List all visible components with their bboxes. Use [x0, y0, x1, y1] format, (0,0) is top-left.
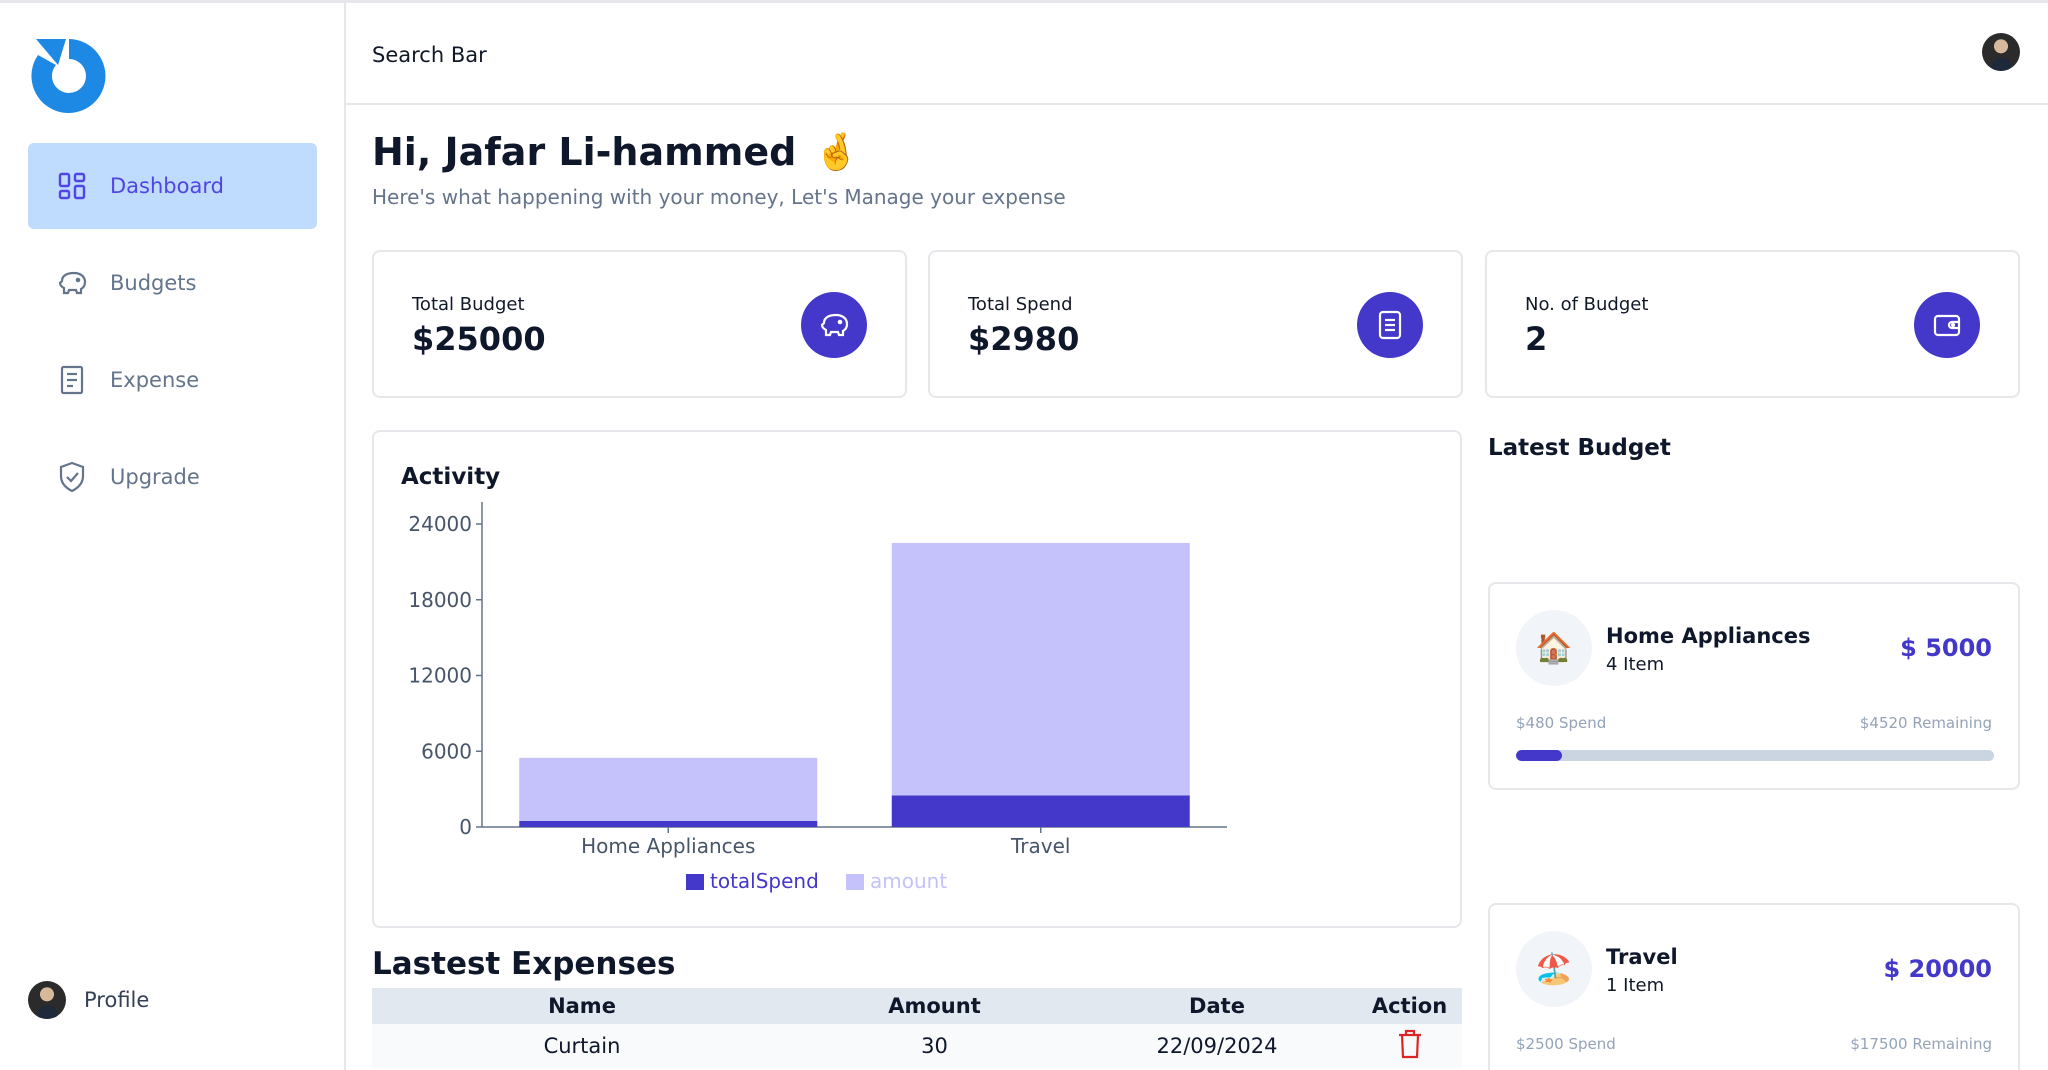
sidebar-item-label: Expense: [110, 368, 200, 392]
page-subtitle: Here's what happening with your money, L…: [372, 185, 1066, 209]
y-tick-label: 6000: [421, 739, 472, 763]
delete-button[interactable]: [1357, 1029, 1462, 1064]
column-header: Date: [1189, 994, 1245, 1018]
x-tick-label: Home Appliances: [581, 834, 755, 858]
activity-title: Activity: [401, 464, 501, 490]
budget-spend: $480 Spend: [1516, 714, 1607, 732]
column-header: Name: [548, 994, 616, 1018]
budget-item-count: 4 Item: [1606, 654, 1665, 675]
piggy-bank-icon: [56, 267, 88, 299]
user-avatar[interactable]: [1982, 33, 2020, 71]
activity-bar-chart: 0 6000 12000 18000 24000 Home Appliances Trave…: [408, 502, 1227, 893]
legend-swatch: [846, 874, 864, 890]
budget-amount: $ 5000: [1900, 634, 1992, 662]
budget-card-travel[interactable]: 🏖️ Travel 1 Item $ 20000 $2500 Spend $17…: [1488, 903, 2020, 1070]
beach-umbrella-emoji: 🏖️: [1516, 931, 1592, 1007]
receipt-icon: [1357, 292, 1423, 358]
bar-amount: [891, 542, 1190, 796]
progress-fill: [1516, 750, 1562, 761]
legend-swatch: [686, 874, 704, 890]
budget-spend: $2500 Spend: [1516, 1035, 1616, 1053]
y-tick-label: 12000: [408, 664, 472, 688]
stat-value: $25000: [412, 320, 546, 358]
stat-value: 2: [1525, 320, 1548, 358]
sidebar-item-dashboard[interactable]: Dashboard: [28, 143, 317, 229]
sidebar-item-label: Upgrade: [110, 465, 200, 489]
dashboard-grid-icon: [56, 170, 88, 202]
bar-totalSpend: [891, 795, 1190, 827]
sidebar: Dashboard Budgets Expense Upgrade: [0, 0, 346, 1070]
crossed-fingers-emoji: 🤞: [814, 132, 860, 173]
budget-card-home-appliances[interactable]: 🏠 Home Appliances 4 Item $ 5000 $480 Spe…: [1488, 582, 2020, 790]
trash-icon: [1398, 1029, 1421, 1058]
avatar: [28, 981, 66, 1019]
legend-label: amount: [870, 869, 947, 893]
sidebar-item-label: Dashboard: [110, 174, 224, 198]
bar-amount: [519, 757, 818, 821]
shield-check-icon: [56, 461, 88, 493]
budget-remaining: $4520 Remaining: [1859, 714, 1992, 732]
receipt-icon: [56, 364, 88, 396]
budget-name: Home Appliances: [1606, 624, 1811, 648]
x-tick-label: Travel: [1010, 834, 1070, 858]
y-tick-label: 24000: [408, 512, 472, 536]
search-bar[interactable]: Search Bar: [372, 43, 487, 67]
y-tick-label: 0: [459, 815, 472, 839]
stat-label: No. of Budget: [1525, 294, 1649, 315]
sidebar-item-upgrade[interactable]: Upgrade: [28, 434, 317, 520]
activity-chart-card: Activity 0 6000 12000 18000 24000 Home Applia…: [372, 430, 1462, 928]
top-header: Search Bar: [346, 0, 2048, 105]
stat-label: Total Budget: [412, 294, 525, 315]
wallet-icon: [1914, 292, 1980, 358]
piggy-bank-icon: [801, 292, 867, 358]
app-logo[interactable]: [28, 35, 110, 117]
column-header: Amount: [888, 994, 981, 1018]
expense-name: Curtain: [543, 1034, 621, 1058]
y-tick-label: 18000: [408, 588, 472, 612]
budget-progress-bar: [1516, 750, 1994, 761]
expense-amount: 30: [921, 1034, 948, 1058]
greeting-text: Hi, Jafar Li-hammed: [372, 130, 797, 174]
house-emoji: 🏠: [1516, 610, 1592, 686]
table-header-row: Name Amount Date Action: [372, 988, 1462, 1024]
table-row: Curtain 30 22/09/2024: [372, 1024, 1462, 1068]
page-title: Hi, Jafar Li-hammed 🤞: [372, 130, 859, 174]
stat-card-total-budget: Total Budget $25000: [372, 250, 907, 398]
sidebar-item-expense[interactable]: Expense: [28, 337, 317, 423]
profile-link[interactable]: Profile: [28, 981, 149, 1019]
stat-card-total-spend: Total Spend $2980: [928, 250, 1463, 398]
profile-label: Profile: [84, 988, 150, 1012]
expense-date: 22/09/2024: [1156, 1034, 1278, 1058]
bar-totalSpend: [519, 820, 818, 827]
budget-remaining: $17500 Remaining: [1850, 1035, 1992, 1053]
budget-name: Travel: [1606, 945, 1678, 969]
sidebar-item-label: Budgets: [110, 271, 197, 295]
expenses-table: Name Amount Date Action Curtain 30 22/09…: [372, 988, 1462, 1068]
stat-label: Total Spend: [968, 294, 1073, 315]
budget-item-count: 1 Item: [1606, 975, 1665, 996]
latest-budget-title: Latest Budget: [1488, 435, 1671, 461]
stat-value: $2980: [968, 320, 1080, 358]
budget-amount: $ 20000: [1883, 955, 1992, 983]
column-header: Action: [1371, 994, 1448, 1018]
latest-expenses-title: Lastest Expenses: [372, 946, 676, 982]
legend-label: totalSpend: [710, 869, 819, 893]
stat-card-no-of-budget: No. of Budget 2: [1485, 250, 2020, 398]
sidebar-item-budgets[interactable]: Budgets: [28, 240, 317, 326]
